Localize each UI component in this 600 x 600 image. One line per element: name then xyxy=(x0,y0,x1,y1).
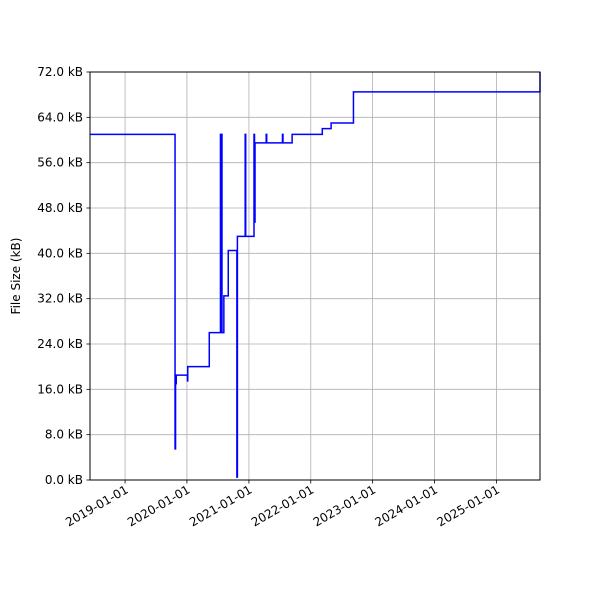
y-tick-label: 0.0 kB xyxy=(45,473,83,487)
series-group xyxy=(90,72,541,478)
y-tick-label: 16.0 kB xyxy=(37,382,83,396)
plot-frame xyxy=(89,71,541,481)
y-tick-label: 72.0 kB xyxy=(37,65,83,79)
y-tick-label: 8.0 kB xyxy=(45,428,83,442)
y-tick-label: 32.0 kB xyxy=(37,292,83,306)
y-axis-label: File Size (kB) xyxy=(9,238,23,315)
y-tick-label: 64.0 kB xyxy=(37,110,83,124)
y-tick-label: 56.0 kB xyxy=(37,156,83,170)
y-tick-label: 40.0 kB xyxy=(37,246,83,260)
y-tick-label: 24.0 kB xyxy=(37,337,83,351)
y-tick-label: 48.0 kB xyxy=(37,201,83,215)
y-axis: 0.0 kB 8.0 kB 16.0 kB 24.0 kB 32.0 kB 40.0 kB… xyxy=(37,65,90,487)
file-size-series-line xyxy=(90,72,541,478)
